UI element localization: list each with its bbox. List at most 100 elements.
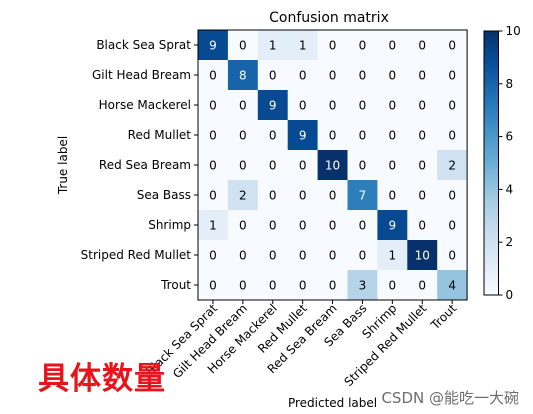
y-tick-label: Red Mullet — [128, 128, 192, 142]
y-axis-ticks: Black Sea Sprat Gilt Head Bream Horse Mack… — [81, 38, 198, 292]
cell-value-r6-c8: 0 — [448, 219, 456, 233]
cell-r0-c6 — [377, 30, 408, 61]
cell-r1-c4 — [317, 60, 348, 91]
cell-r0-c7 — [407, 30, 438, 61]
cell-value-r1-c1: 8 — [239, 69, 247, 83]
cell-value-r2-c0: 0 — [209, 99, 217, 113]
cell-r5-c6 — [377, 180, 408, 211]
cell-r7-c7 — [407, 240, 438, 271]
cell-value-r3-c5: 0 — [359, 129, 367, 143]
cell-value-r3-c4: 0 — [329, 129, 337, 143]
cell-value-r6-c0: 1 — [209, 219, 217, 233]
cell-r5-c5 — [347, 180, 378, 211]
cell-value-r2-c7: 0 — [418, 99, 426, 113]
cell-value-r2-c8: 0 — [448, 99, 456, 113]
cell-r7-c0 — [198, 240, 229, 271]
cell-r8-c2 — [257, 270, 289, 301]
cell-value-r7-c0: 0 — [209, 249, 217, 263]
cell-r1-c7 — [407, 60, 438, 91]
cell-r7-c4 — [317, 240, 348, 271]
cell-r6-c5 — [347, 210, 378, 241]
cell-r4-c1 — [227, 150, 259, 181]
cell-r7-c6 — [377, 240, 408, 271]
chart-title: Confusion matrix — [269, 10, 389, 26]
cell-value-r1-c6: 0 — [389, 69, 397, 83]
cell-r4-c6 — [377, 150, 408, 181]
cell-value-r2-c5: 0 — [359, 99, 367, 113]
cell-value-r3-c6: 0 — [389, 129, 397, 143]
cell-r2-c8 — [437, 90, 468, 121]
cell-r4-c2 — [257, 150, 289, 181]
cell-value-r5-c4: 0 — [329, 189, 337, 203]
cell-value-r1-c7: 0 — [418, 69, 426, 83]
cell-value-r1-c3: 0 — [299, 69, 307, 83]
colorbar-tick-label: 4 — [506, 182, 514, 196]
cell-r1-c2 — [257, 60, 289, 91]
cell-value-r8-c3: 0 — [299, 279, 307, 293]
cell-value-r8-c5: 3 — [359, 279, 367, 293]
cell-r4-c3 — [287, 150, 318, 181]
cell-r3-c0 — [198, 120, 229, 151]
cell-r2-c7 — [407, 90, 438, 121]
cell-r3-c3 — [287, 120, 318, 151]
colorbar — [483, 30, 499, 296]
cell-value-r4-c2: 0 — [269, 159, 277, 173]
cell-value-r2-c4: 0 — [329, 99, 337, 113]
cell-r6-c8 — [437, 210, 468, 241]
y-tick-label: Trout — [160, 278, 191, 292]
cell-value-r6-c3: 0 — [299, 219, 307, 233]
cell-value-r0-c0: 9 — [209, 39, 217, 53]
cell-value-r7-c8: 0 — [448, 249, 456, 263]
cell-value-r7-c1: 0 — [239, 249, 247, 263]
cell-r2-c3 — [287, 90, 318, 121]
x-tick-label: Trout — [428, 301, 460, 333]
cell-r1-c1 — [227, 60, 259, 91]
cell-value-r7-c5: 0 — [359, 249, 367, 263]
cell-value-r3-c7: 0 — [418, 129, 426, 143]
cell-value-r0-c7: 0 — [418, 39, 426, 53]
y-tick-label: Gilt Head Bream — [92, 68, 191, 82]
cell-r8-c1 — [227, 270, 259, 301]
cell-r2-c4 — [317, 90, 348, 121]
cell-value-r2-c3: 0 — [299, 99, 307, 113]
cell-r3-c4 — [317, 120, 348, 151]
cell-r2-c0 — [198, 90, 229, 121]
cell-value-r7-c6: 1 — [389, 249, 397, 263]
cell-r0-c3 — [287, 30, 318, 61]
cell-r3-c6 — [377, 120, 408, 151]
cell-value-labels: 9 0 1 1 0 0 0 0 00 8 0 0 0 0 0 0 00 0 9 0 0 0 0 0 00 0 0 9 0 0 0 0 00 0 0 0… — [209, 39, 456, 293]
cell-r6-c7 — [407, 210, 438, 241]
cell-value-r4-c1: 0 — [239, 159, 247, 173]
cell-value-r4-c4: 10 — [325, 159, 340, 173]
colorbar-tick-label: 2 — [506, 235, 514, 249]
cell-value-r7-c4: 0 — [329, 249, 337, 263]
cell-value-r4-c3: 0 — [299, 159, 307, 173]
cell-r7-c8 — [437, 240, 468, 271]
cell-value-r5-c7: 0 — [418, 189, 426, 203]
cell-value-r3-c0: 0 — [209, 129, 217, 143]
cell-r3-c5 — [347, 120, 378, 151]
cell-r6-c0 — [198, 210, 229, 241]
cell-value-r3-c1: 0 — [239, 129, 247, 143]
cell-value-r6-c2: 0 — [269, 219, 277, 233]
cell-value-r6-c7: 0 — [418, 219, 426, 233]
cell-r8-c6 — [377, 270, 408, 301]
cell-value-r5-c2: 0 — [269, 189, 277, 203]
cell-value-r4-c6: 0 — [389, 159, 397, 173]
cell-value-r6-c4: 0 — [329, 219, 337, 233]
cell-value-r8-c4: 0 — [329, 279, 337, 293]
cell-value-r0-c2: 1 — [269, 39, 277, 53]
cell-r0-c1 — [227, 30, 259, 61]
cell-value-r5-c3: 0 — [299, 189, 307, 203]
y-axis-label: True label — [56, 136, 70, 195]
annotation-text: 具体数量 — [38, 361, 166, 397]
cell-r4-c0 — [198, 150, 229, 181]
y-tick-label: Striped Red Mullet — [81, 248, 192, 262]
cell-r0-c0 — [198, 30, 229, 61]
cell-r6-c3 — [287, 210, 318, 241]
cell-r8-c3 — [287, 270, 318, 301]
cell-value-r1-c5: 0 — [359, 69, 367, 83]
x-axis-label: Predicted label — [288, 396, 377, 410]
